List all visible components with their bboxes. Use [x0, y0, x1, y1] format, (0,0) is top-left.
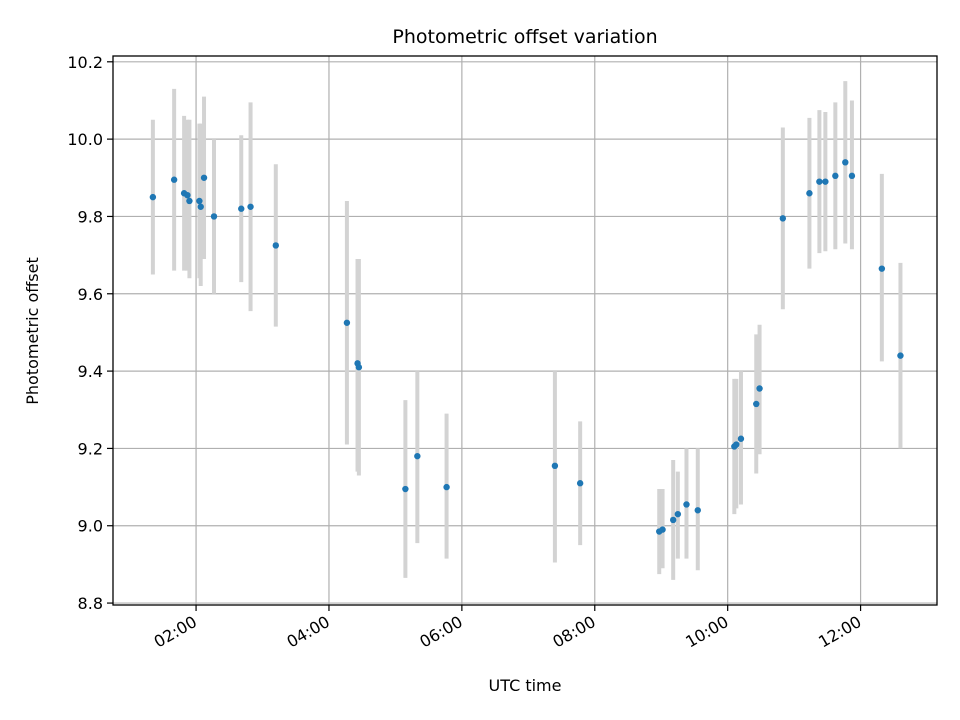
- data-point: [402, 485, 409, 493]
- data-point: [878, 265, 886, 272]
- data-point: [184, 191, 191, 199]
- data-point: [355, 364, 363, 371]
- data-point: [694, 507, 701, 514]
- data-point: [822, 178, 829, 185]
- y-tick-label: 9.2: [78, 439, 103, 458]
- data-point: [683, 501, 690, 508]
- data-points: [149, 159, 904, 535]
- data-point: [186, 197, 193, 205]
- data-point: [832, 172, 839, 180]
- data-point: [756, 385, 763, 392]
- data-point: [779, 215, 787, 222]
- data-point: [816, 178, 823, 185]
- data-point: [210, 213, 218, 220]
- y-tick-label: 10.2: [67, 53, 103, 72]
- y-tick-label: 10.0: [67, 130, 103, 149]
- data-point: [197, 203, 204, 210]
- y-tick-label: 9.0: [78, 517, 103, 536]
- data-point: [443, 483, 450, 491]
- data-point: [737, 435, 745, 442]
- data-point: [272, 242, 280, 249]
- data-point: [414, 452, 421, 460]
- data-point: [551, 462, 559, 470]
- data-point: [806, 190, 813, 197]
- data-point: [200, 174, 208, 181]
- y-tick-label: 8.8: [78, 594, 103, 613]
- data-point: [343, 319, 351, 326]
- data-point: [196, 197, 203, 205]
- chart-title: Photometric offset variation: [392, 26, 657, 48]
- data-point: [170, 176, 178, 183]
- data-point: [753, 400, 760, 408]
- y-tick-label: 9.8: [78, 207, 103, 226]
- data-point: [659, 526, 666, 533]
- y-axis: 8.8 9.0 9.2 9.4 9.6 9.8 10.0 10.2: [67, 53, 113, 613]
- data-point: [669, 516, 677, 524]
- y-tick-label: 9.4: [78, 362, 103, 381]
- data-point: [674, 510, 682, 518]
- data-point: [842, 159, 849, 166]
- data-point: [848, 172, 856, 180]
- y-tick-label: 9.6: [78, 285, 103, 304]
- data-point: [149, 193, 157, 201]
- data-point: [247, 203, 254, 210]
- data-point: [897, 352, 904, 359]
- data-point: [238, 205, 245, 212]
- y-axis-label: Photometric offset: [23, 257, 42, 405]
- data-point: [733, 441, 740, 448]
- x-axis-label: UTC time: [489, 676, 562, 695]
- data-point: [576, 480, 584, 487]
- plot-frame: [112, 55, 938, 606]
